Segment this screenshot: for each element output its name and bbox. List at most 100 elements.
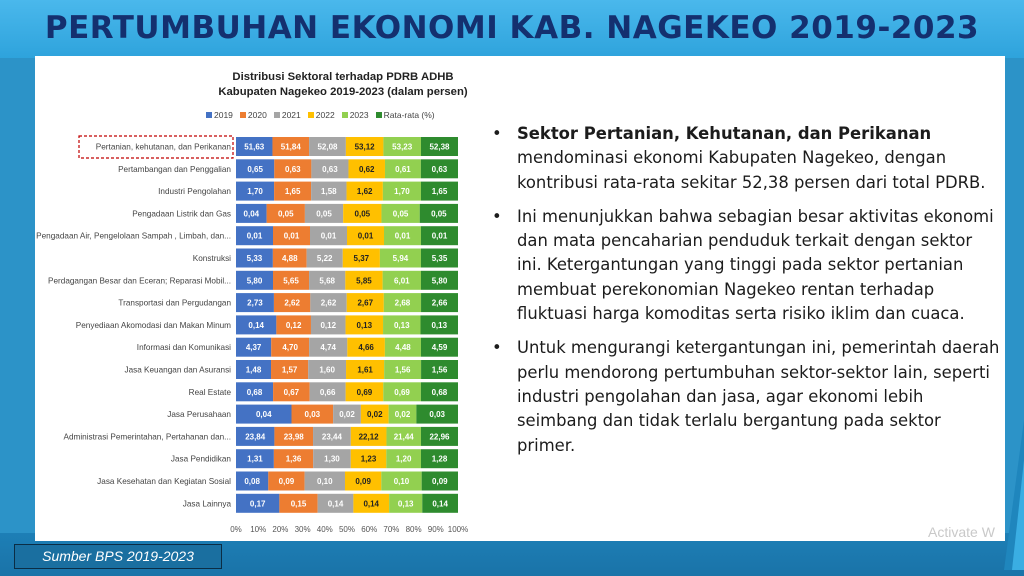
data-label: 23,84 — [245, 432, 266, 441]
category-label: Pertanian, kehutanan, dan Perikanan — [96, 143, 232, 152]
chart-title-line-2: Kabupaten Nagekeo 2019-2023 (dalam perse… — [218, 86, 468, 98]
chart-title: Distribusi Sektoral terhadap PDRB ADHB K… — [198, 70, 488, 100]
data-label: 5,33 — [247, 254, 263, 263]
data-label: 0,66 — [320, 388, 336, 397]
bar-segment — [273, 270, 310, 290]
bar-segment — [421, 337, 458, 357]
data-label: 0,02 — [367, 410, 383, 419]
data-label: 0,63 — [432, 165, 448, 174]
bar-segment — [304, 471, 345, 491]
bar-segment — [353, 493, 390, 513]
data-label: 4,70 — [282, 343, 298, 352]
x-tick-label: 20% — [272, 525, 288, 534]
category-label: Transportasi dan Pergudangan — [118, 299, 231, 308]
bar-segment — [383, 315, 421, 335]
bar-segment — [388, 404, 417, 424]
bar-segment — [420, 270, 458, 290]
bar-segment — [304, 203, 344, 223]
bullet-text: Ini menunjukkan bahwa sebagian besar akt… — [517, 206, 994, 324]
data-label: 0,12 — [286, 321, 302, 330]
bar-segment — [345, 382, 384, 402]
data-label: 51,84 — [281, 143, 302, 152]
bar-segment — [421, 293, 458, 313]
bullet-emphasis: Sektor Pertanian, Kehutanan, dan Perikan… — [517, 124, 932, 143]
bar-segment — [272, 248, 307, 268]
data-label: 51,63 — [244, 143, 265, 152]
legend-swatch — [307, 112, 314, 118]
category-label: Jasa Pendidikan — [171, 455, 232, 464]
data-label: 2,68 — [395, 299, 411, 308]
data-label: 0,05 — [355, 209, 371, 218]
data-label: 0,01 — [358, 232, 374, 241]
data-label: 1,31 — [247, 455, 263, 464]
data-label: 1,28 — [432, 455, 448, 464]
bullet-dot-icon: • — [492, 338, 502, 358]
bar-segment — [313, 426, 351, 446]
bar-segment — [236, 493, 280, 513]
legend-label: 2023 — [349, 110, 369, 120]
data-label: 52,08 — [317, 143, 338, 152]
data-label: 1,48 — [246, 366, 262, 375]
data-label: 5,37 — [354, 254, 370, 263]
legend-item: Rata-rata (%) — [375, 110, 435, 120]
legend-label: 2019 — [214, 110, 233, 120]
bar-segment — [381, 203, 420, 223]
highlight-box — [78, 135, 234, 159]
bullet-dot-icon: • — [492, 124, 502, 143]
data-label: 0,10 — [317, 477, 333, 486]
data-label: 1,65 — [432, 187, 448, 196]
bar-segment — [347, 226, 384, 246]
bar-segment — [345, 137, 384, 156]
bar-segment — [273, 449, 314, 469]
data-label: 0,09 — [432, 477, 448, 486]
category-label: Pengadaan Air, Pengelolaan Sampah , Limb… — [36, 232, 231, 241]
data-label: 0,09 — [355, 477, 371, 486]
bar-segment — [311, 181, 347, 201]
x-tick-label: 30% — [295, 525, 311, 534]
bar-segment — [268, 471, 305, 491]
category-label: Jasa Keuangan dan Asuransi — [124, 366, 231, 375]
data-label: 0,09 — [279, 477, 295, 486]
data-label: 52,38 — [429, 143, 450, 152]
bar-segment — [389, 493, 423, 513]
legend-label: 2020 — [247, 110, 267, 120]
data-label: 1,56 — [395, 366, 411, 375]
bar-segment — [236, 137, 273, 156]
data-label: 22,12 — [359, 432, 380, 441]
source-label: Sumber BPS 2019-2023 — [14, 544, 222, 569]
legend-item: 2020 — [239, 110, 267, 120]
bar-segment — [236, 159, 275, 179]
bar-segment — [236, 315, 277, 335]
bar-segment — [345, 315, 384, 335]
legend-label: Rata-rata (%) — [383, 110, 435, 120]
data-label: 0,13 — [398, 499, 414, 508]
bar-segment — [386, 426, 422, 446]
data-label: 1,23 — [361, 455, 377, 464]
data-label: 1,56 — [432, 366, 448, 375]
bar-segment — [271, 360, 309, 379]
data-label: 0,04 — [244, 209, 260, 218]
category-label: Penyediaan Akomodasi dan Makan Minum — [76, 321, 231, 330]
bar-segment — [273, 293, 311, 313]
bar-segment — [384, 159, 421, 179]
data-label: 0,61 — [395, 165, 411, 174]
bar-segment — [236, 404, 292, 424]
bar-segment — [420, 382, 458, 402]
bar-segment — [384, 337, 421, 357]
legend-label: 2021 — [281, 110, 301, 120]
bar-segment — [422, 493, 458, 513]
x-tick-label: 0% — [230, 525, 242, 534]
category-label: Jasa Lainnya — [183, 499, 232, 508]
legend-item: 2022 — [307, 110, 335, 120]
data-label: 0,62 — [359, 165, 375, 174]
bar-segment — [313, 449, 351, 469]
data-label: 2,62 — [284, 299, 300, 308]
bar-segment — [346, 181, 383, 201]
data-label: 0,01 — [395, 232, 411, 241]
data-label: 1,70 — [247, 187, 263, 196]
bar-segment — [421, 360, 458, 379]
x-tick-label: 50% — [339, 525, 355, 534]
data-label: 0,14 — [363, 499, 379, 508]
legend-label: 2022 — [315, 110, 335, 120]
